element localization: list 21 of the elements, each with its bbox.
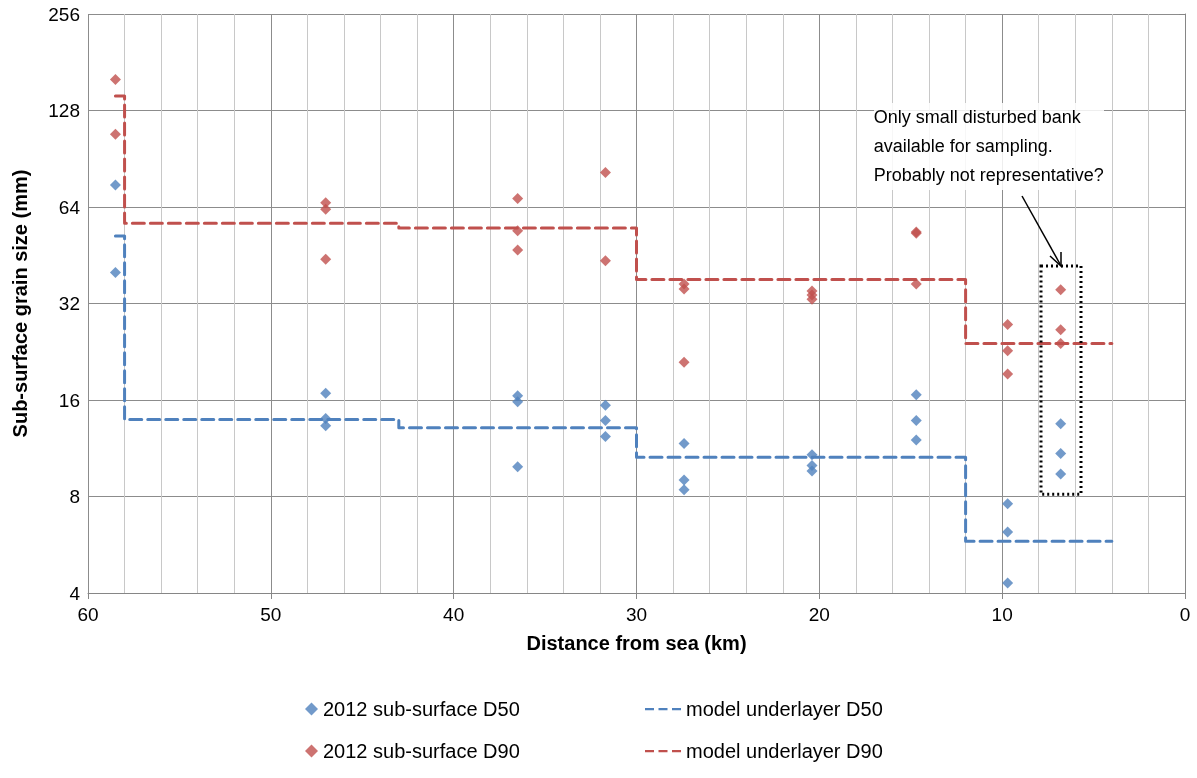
x-tick-label: 40 xyxy=(443,604,465,625)
y-tick-label: 128 xyxy=(48,100,80,121)
legend-label: model underlayer D50 xyxy=(686,698,883,720)
y-tick-label: 32 xyxy=(58,293,80,314)
x-tick-label: 20 xyxy=(808,604,830,625)
legend-label: 2012 sub-surface D50 xyxy=(323,698,520,720)
x-tick-label: 0 xyxy=(1179,604,1191,625)
x-tick-label: 30 xyxy=(625,604,648,625)
y-tick-label: 256 xyxy=(48,3,80,25)
y-axis-title: Sub-surface grain size (mm) xyxy=(9,169,31,438)
x-tick-label: 50 xyxy=(260,604,282,625)
x-tick-label: 60 xyxy=(77,604,99,625)
y-tick-label: 4 xyxy=(69,582,81,604)
x-axis-title: Distance from sea (km) xyxy=(526,632,747,654)
y-tick-label: 16 xyxy=(58,389,80,411)
x-tick-label: 10 xyxy=(991,604,1013,625)
legend-label: model underlayer D90 xyxy=(686,740,883,762)
legend-label: 2012 sub-surface D90 xyxy=(323,740,520,762)
y-tick-label: 64 xyxy=(58,196,81,218)
y-tick-label: 8 xyxy=(69,486,80,507)
annotation: Only small disturbed bank available for sampling. Probably not representative? xyxy=(873,102,1104,190)
